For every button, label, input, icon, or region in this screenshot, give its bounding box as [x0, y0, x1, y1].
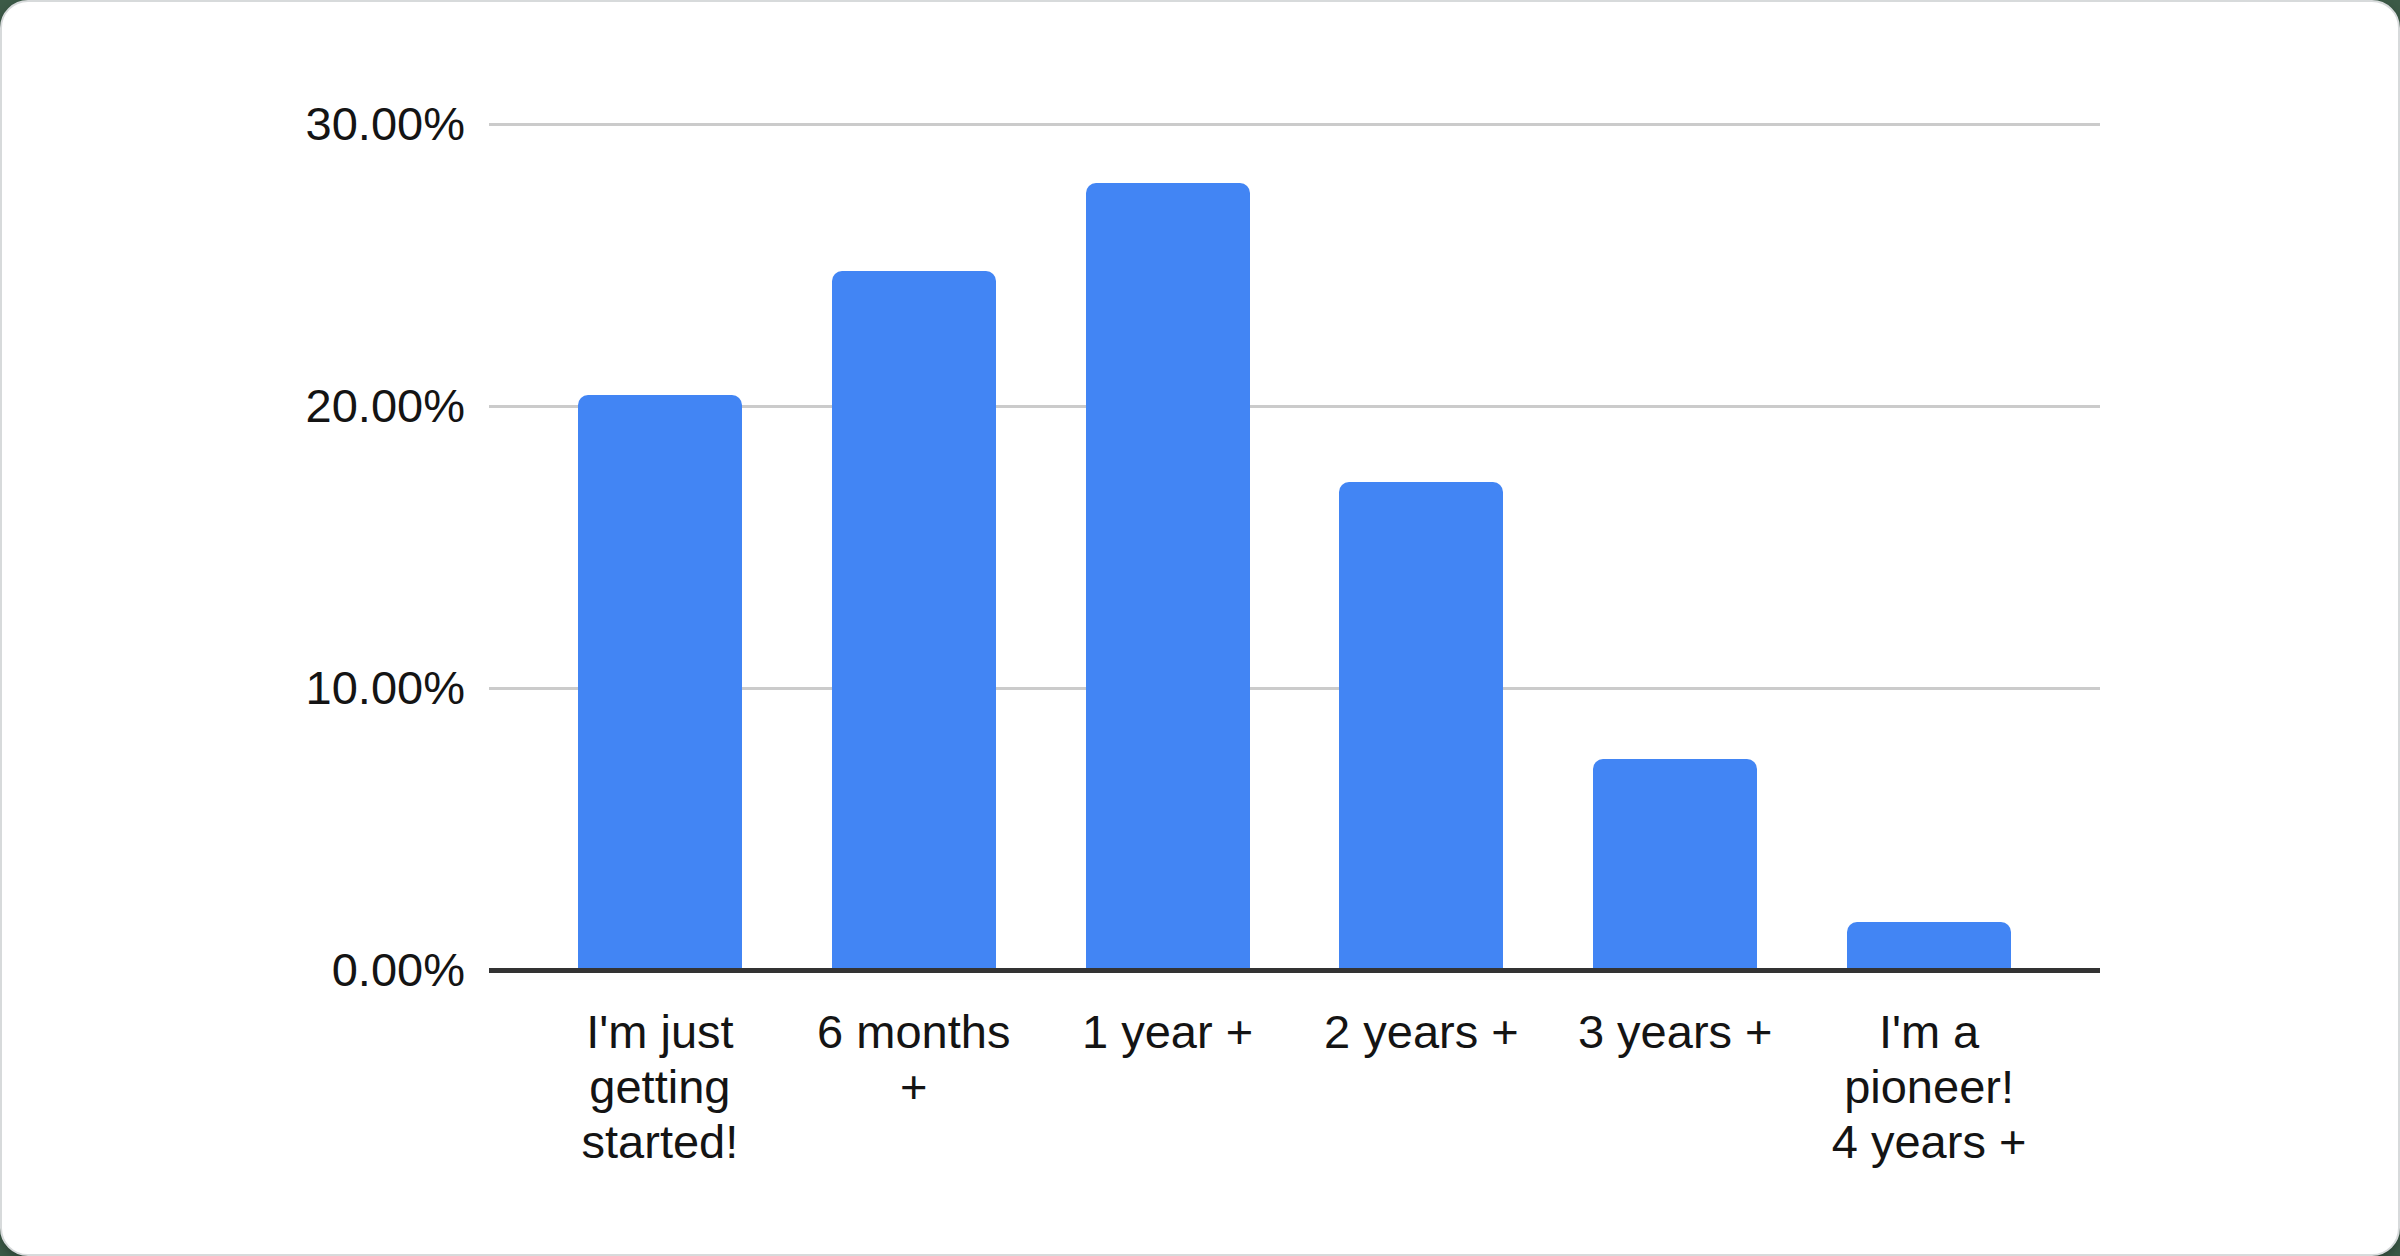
- y-tick-label: 0.00%: [145, 942, 465, 998]
- category-line: I'm a: [1764, 1004, 2094, 1059]
- bar[interactable]: [1339, 482, 1503, 970]
- y-tick-label: 10.00%: [145, 660, 465, 716]
- category-line: +: [749, 1059, 1079, 1114]
- category-line: 4 years +: [1764, 1114, 2094, 1169]
- bar[interactable]: [832, 271, 996, 970]
- chart-card: 0.00%10.00%20.00%30.00% I'm justgettings…: [0, 0, 2400, 1256]
- x-category-label: I'm apioneer!4 years +: [1764, 1004, 2094, 1169]
- x-axis-line: [489, 968, 2100, 973]
- y-tick-label: 20.00%: [145, 378, 465, 434]
- category-line: started!: [495, 1114, 825, 1169]
- gridline: [489, 123, 2100, 126]
- bar[interactable]: [1086, 183, 1250, 970]
- bar[interactable]: [1593, 759, 1757, 971]
- bar[interactable]: [578, 395, 742, 970]
- bar[interactable]: [1847, 922, 2011, 970]
- y-tick-label: 30.00%: [145, 96, 465, 152]
- category-line: pioneer!: [1764, 1059, 2094, 1114]
